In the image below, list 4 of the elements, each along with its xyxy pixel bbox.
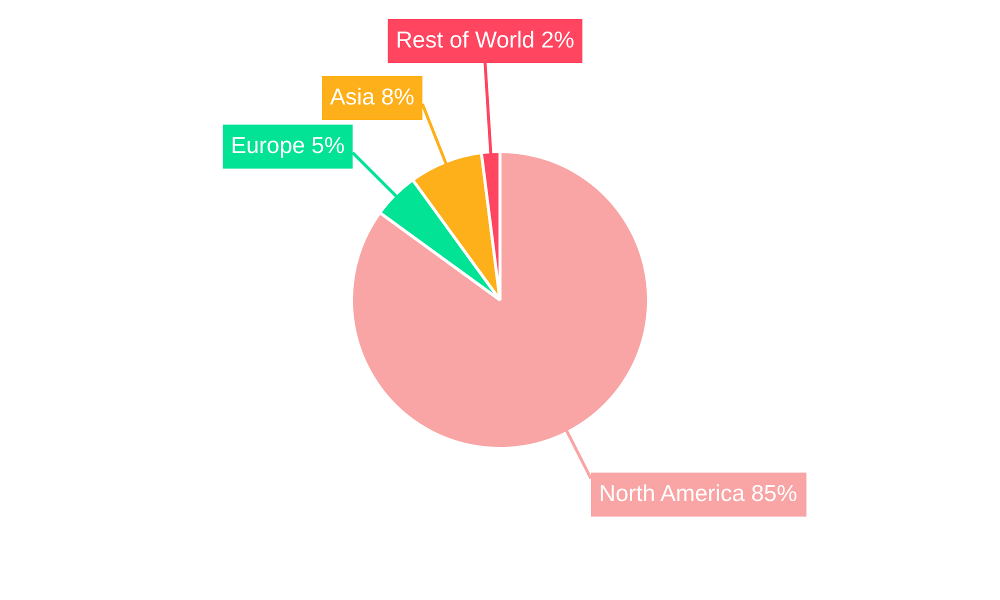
slice-label: Europe 5%: [230, 132, 345, 158]
slice-label: Asia 8%: [330, 83, 414, 110]
slice-label: Rest of World 2%: [396, 26, 574, 52]
slice-label: North America 85%: [599, 480, 798, 506]
